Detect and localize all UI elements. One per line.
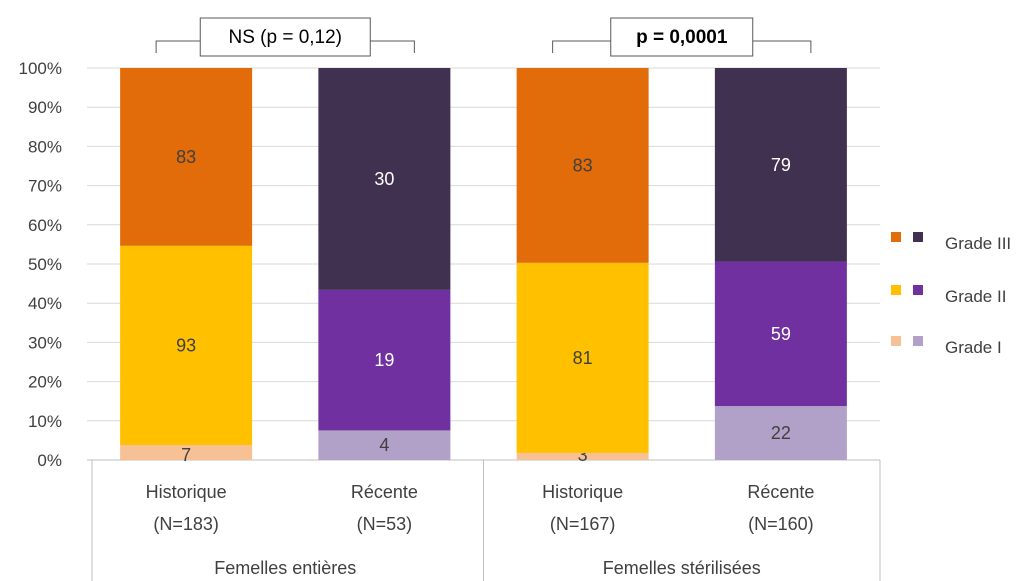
legend-swatch xyxy=(913,336,923,346)
y-tick-label: 80% xyxy=(28,137,62,156)
bar-segment-grade-i xyxy=(714,406,847,460)
bar-segment-grade-ii xyxy=(516,262,649,453)
bar-segment-grade-i xyxy=(318,430,451,460)
bar-segment-grade-iii xyxy=(120,68,253,246)
bar-segment-grade-ii xyxy=(318,289,451,431)
data-label: 93 xyxy=(176,335,196,355)
group-label: Femelles entières xyxy=(214,558,356,578)
y-tick-label: 0% xyxy=(37,451,62,470)
y-tick-label: 70% xyxy=(28,177,62,196)
significance-bracket xyxy=(155,40,415,53)
bar-segment-grade-iii xyxy=(714,68,847,262)
category-count-label: (N=53) xyxy=(357,514,413,534)
category-count-label: (N=183) xyxy=(153,514,219,534)
legend-swatch xyxy=(891,285,901,295)
bar-segment-grade-iii xyxy=(516,68,649,263)
annotation-box xyxy=(610,17,754,57)
legend-label: Grade I xyxy=(945,338,1002,357)
data-label: 79 xyxy=(771,155,791,175)
legend-swatch xyxy=(891,232,901,242)
y-tick-label: 20% xyxy=(28,373,62,392)
y-tick-label: 30% xyxy=(28,333,62,352)
significance-bracket xyxy=(552,40,812,53)
category-label: Historique xyxy=(542,482,623,502)
data-label: 22 xyxy=(771,423,791,443)
data-label: 59 xyxy=(771,324,791,344)
bar-segment-grade-ii xyxy=(714,261,847,407)
y-tick-label: 40% xyxy=(28,294,62,313)
legend-swatch xyxy=(913,232,923,242)
legend-swatch xyxy=(913,285,923,295)
y-tick-label: 10% xyxy=(28,412,62,431)
legend-swatch xyxy=(891,336,901,346)
data-label: 19 xyxy=(374,350,394,370)
legend-label: Grade II xyxy=(945,287,1006,306)
legend-label: Grade III xyxy=(945,234,1011,253)
significance-annotation: p = 0,0001 xyxy=(636,27,728,48)
significance-annotation: NS (p = 0,12) xyxy=(228,27,342,48)
y-tick-label: 50% xyxy=(28,255,62,274)
category-label: Historique xyxy=(146,482,227,502)
category-count-label: (N=160) xyxy=(748,514,814,534)
y-tick-label: 90% xyxy=(28,98,62,117)
category-count-label: (N=167) xyxy=(550,514,616,534)
data-label: 7 xyxy=(181,445,191,465)
annotation-box xyxy=(199,17,371,57)
y-tick-label: 60% xyxy=(28,216,62,235)
data-label: 81 xyxy=(573,348,593,368)
data-label: 4 xyxy=(379,435,389,455)
y-tick-label: 100% xyxy=(19,59,62,78)
category-label: Récente xyxy=(747,482,814,502)
data-label: 30 xyxy=(374,169,394,189)
data-label: 3 xyxy=(578,445,588,465)
bar-segment-grade-ii xyxy=(120,245,253,446)
bar-segment-grade-i xyxy=(120,445,253,460)
data-label: 83 xyxy=(573,155,593,175)
category-label: Récente xyxy=(351,482,418,502)
data-label: 83 xyxy=(176,147,196,167)
bar-segment-grade-iii xyxy=(318,68,451,290)
group-label: Femelles stérilisées xyxy=(603,558,761,578)
bar-segment-grade-i xyxy=(516,452,649,460)
